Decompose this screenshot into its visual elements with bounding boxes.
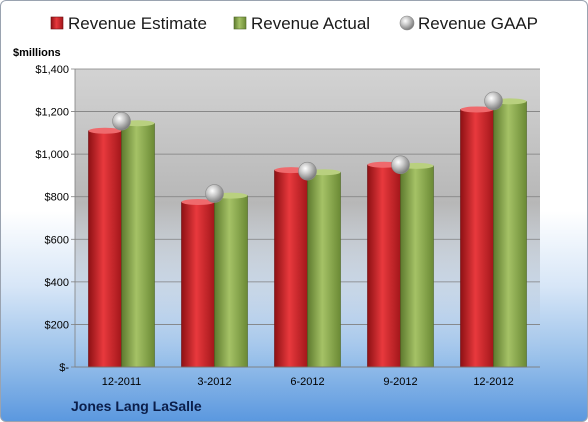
- bar-body-actual: [214, 195, 248, 368]
- bar-actual: [307, 169, 341, 368]
- bar-body-estimate: [88, 130, 122, 368]
- bar-body-actual: [493, 101, 527, 368]
- bar-actual: [214, 192, 248, 368]
- company-name: Jones Lang LaSalle: [71, 398, 202, 414]
- bar-estimate: [88, 127, 122, 368]
- x-tick-label: 3-2012: [197, 376, 231, 388]
- bar-cap-estimate: [181, 199, 215, 206]
- gaap-marker: [112, 111, 131, 131]
- legend-label-gaap: Revenue GAAP: [418, 14, 538, 33]
- bar-estimate: [274, 167, 308, 368]
- bar-body-estimate: [274, 169, 308, 368]
- y-tick-label: $1,400: [35, 64, 69, 76]
- legend-swatch-gaap: [399, 15, 415, 31]
- legend: Revenue Estimate Revenue Actual Revenue GA…: [50, 14, 538, 33]
- x-tick-label: 9-2012: [383, 376, 417, 388]
- y-axis: $- $200 $400 $600 $800 $1,000 $1,200 $1,400: [35, 64, 76, 374]
- y-tick-label: $1,000: [35, 149, 69, 161]
- bar-actual: [121, 120, 155, 368]
- bar-body-estimate: [460, 109, 494, 368]
- bars-layer: [88, 98, 527, 368]
- bar-estimate: [460, 106, 494, 368]
- gaap-marker: [391, 155, 410, 175]
- legend-label-actual: Revenue Actual: [251, 14, 370, 33]
- y-tick-label: $1,200: [35, 107, 69, 119]
- bar-body-estimate: [367, 164, 401, 368]
- y-tick-label: $200: [45, 319, 69, 331]
- x-tick-label: 12-2012: [473, 376, 513, 388]
- gaap-marker: [205, 184, 224, 203]
- legend-item-gaap: Revenue GAAP: [399, 14, 538, 33]
- legend-label-estimate: Revenue Estimate: [68, 14, 207, 33]
- y-tick-label: $600: [45, 234, 69, 246]
- bar-actual: [493, 98, 527, 368]
- legend-item-estimate: Revenue Estimate: [50, 14, 207, 33]
- gaap-markers-layer: [112, 91, 503, 203]
- legend-swatch-actual: [233, 16, 247, 30]
- gaap-marker: [298, 161, 317, 181]
- legend-swatch-estimate: [50, 16, 64, 30]
- gaap-marker: [484, 91, 503, 111]
- x-tick-label: 6-2012: [290, 376, 324, 388]
- bar-body-actual: [307, 171, 341, 368]
- x-axis: 12-2011 3-2012 6-2012 9-2012 12-2012: [75, 366, 540, 388]
- y-axis-label: $millions: [13, 47, 61, 59]
- y-tick-label: $800: [45, 192, 69, 204]
- bar-estimate: [181, 199, 215, 368]
- bar-body-actual: [400, 165, 434, 368]
- x-tick-label: 12-2011: [102, 376, 142, 388]
- bar-actual: [400, 162, 434, 368]
- bar-cap-estimate: [88, 127, 122, 134]
- legend-item-actual: Revenue Actual: [233, 14, 370, 33]
- bar-estimate: [367, 161, 401, 368]
- y-tick-label: $-: [59, 362, 69, 374]
- y-tick-label: $400: [45, 277, 69, 289]
- bar-body-estimate: [181, 201, 215, 368]
- bar-cap-estimate: [460, 106, 494, 113]
- bar-body-actual: [121, 122, 155, 368]
